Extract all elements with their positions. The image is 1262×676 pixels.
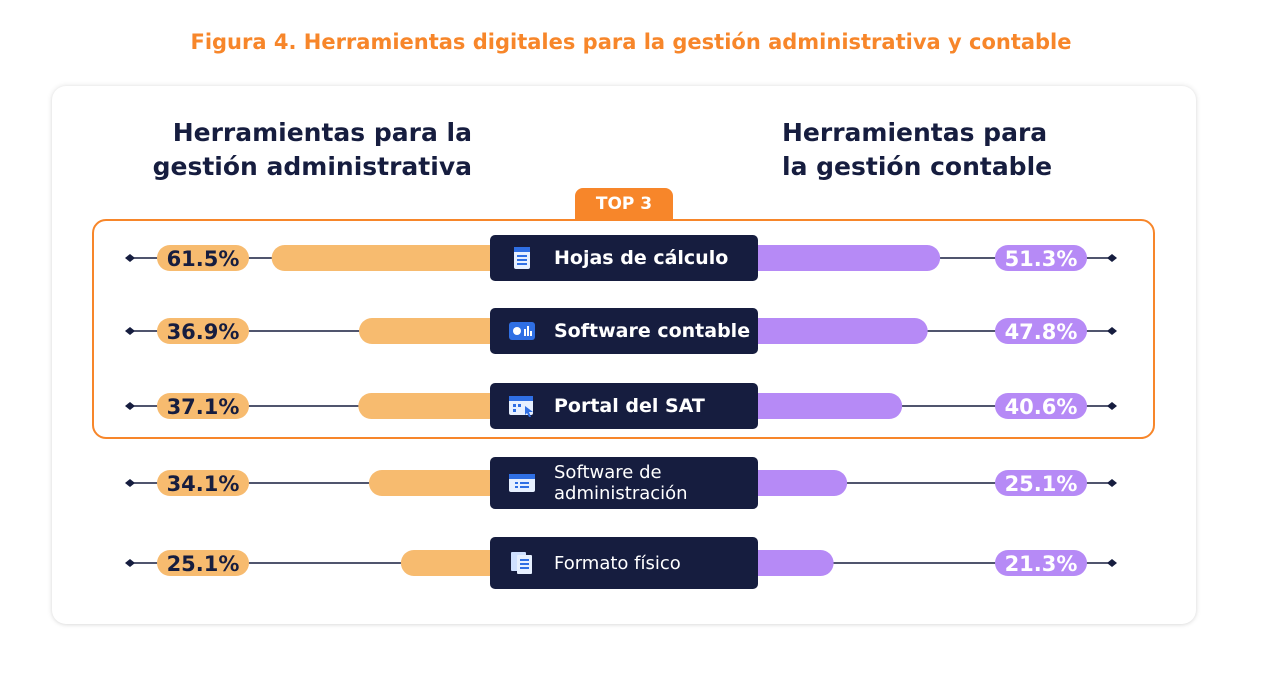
left-end-marker [125,479,135,487]
admin-value-label: 37.1% [167,395,240,419]
contable-value-pill [995,550,1087,576]
contable-bar [744,470,848,496]
left-end-marker [125,327,135,335]
contable-bar [744,245,941,271]
left-heading-line-1: Herramientas para la [172,118,472,147]
admin-value-label: 34.1% [167,472,240,496]
contable-bar [744,550,834,576]
left-heading-line-2: gestión administrativa [152,152,472,181]
left-end-marker [125,559,135,567]
contable-value-label: 51.3% [1005,247,1078,271]
admin-bar [359,318,504,344]
contable-value-label: 25.1% [1005,472,1078,496]
category-box: Portal del SAT [490,383,758,429]
admin-bar [368,470,504,496]
category-label: Hojas de cálculo [554,246,729,269]
right-end-marker [1107,254,1117,262]
admin-value-pill [157,550,249,576]
left-end-marker [125,402,135,410]
category-box: Software de administración [490,457,758,509]
contable-value-pill [995,318,1087,344]
admin-value-pill [157,393,249,419]
admin-bar [358,393,504,419]
right-end-marker [1107,479,1117,487]
contable-value-label: 40.6% [1005,395,1078,419]
category-label: Formato físico [554,552,681,574]
contable-value-pill [995,245,1087,271]
admin-software-icon [508,471,536,495]
admin-bar [271,245,504,271]
contable-value-pill [995,470,1087,496]
top3-badge: TOP 3 [575,188,673,221]
admin-value-pill [157,318,249,344]
admin-value-pill [157,245,249,271]
admin-value-label: 36.9% [167,320,240,344]
paper-documents-icon [508,551,536,575]
spreadsheet-icon [508,246,536,270]
admin-bar [400,550,504,576]
contable-bar [744,318,928,344]
left-end-marker [125,254,135,262]
web-portal-icon [508,394,536,418]
right-heading: Herramientas para la gestión contable [782,116,1182,184]
left-heading: Herramientas para la gestión administrat… [72,116,472,184]
contable-value-label: 47.8% [1005,320,1078,344]
category-label: Software de administración [554,462,688,504]
contable-value-label: 21.3% [1005,552,1078,576]
category-label: Software contable [554,319,751,342]
contable-value-pill [995,393,1087,419]
accounting-software-icon [508,319,536,343]
category-box: Formato físico [490,537,758,589]
category-box: Software contable [490,308,758,354]
admin-value-pill [157,470,249,496]
right-end-marker [1107,402,1117,410]
figure-title: Figura 4. Herramientas digitales para la… [190,30,1072,54]
admin-value-label: 25.1% [167,552,240,576]
admin-value-label: 61.5% [167,247,240,271]
category-box: Hojas de cálculo [490,235,758,281]
right-heading-line-2: la gestión contable [782,152,1053,181]
right-end-marker [1107,559,1117,567]
right-end-marker [1107,327,1117,335]
right-heading-line-1: Herramientas para [782,118,1048,147]
chart-card [52,86,1196,624]
category-label: Portal del SAT [554,394,705,417]
contable-bar [744,393,903,419]
